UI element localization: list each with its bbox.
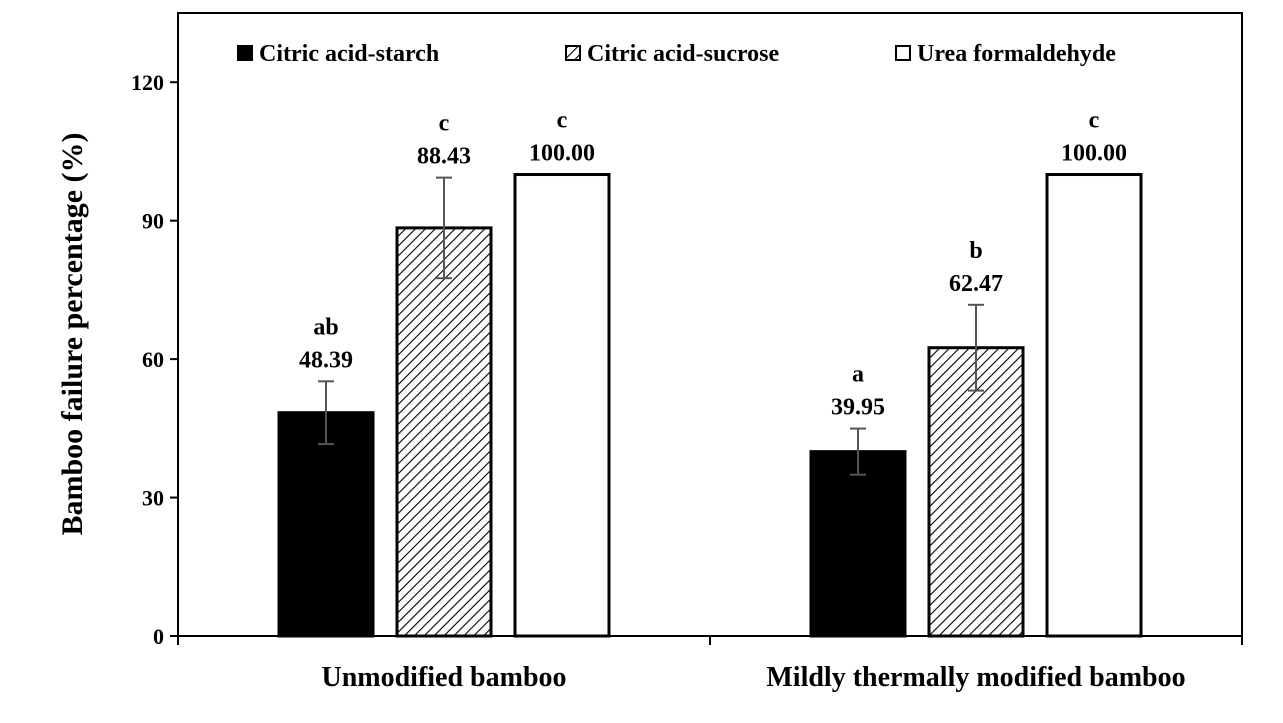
y-tick-label: 90 [142,209,164,234]
x-axis: Unmodified bamboo Mildly thermally modifi… [177,636,1243,693]
bar [513,173,611,638]
bar [277,411,375,638]
bars: 48.39 ab 39.95 a 88.43 c 62.47 b 100.00 c 100.00 c [277,108,1143,638]
data-label: 62.47 [949,271,1003,297]
bar [1045,173,1143,638]
significance-label: ab [313,314,338,340]
legend-swatch [895,45,911,61]
significance-label: c [1089,108,1100,134]
y-axis-title: Bamboo failure percentage (%) [56,133,89,536]
significance-label: b [969,238,982,264]
significance-label: c [557,108,568,134]
legend-swatch [237,45,253,61]
significance-label: c [439,111,450,137]
y-tick-label: 120 [131,70,164,95]
y-tick-label: 30 [142,486,164,511]
bar [395,226,493,638]
y-tick-label: 0 [153,624,164,649]
legend-label: Citric acid-sucrose [587,41,780,67]
data-label: 39.95 [831,395,885,421]
legend-swatch [565,45,581,61]
data-label: 100.00 [1061,141,1127,167]
category-label: Mildly thermally modified bamboo [766,662,1185,693]
category-label: Unmodified bamboo [321,662,566,693]
legend-label: Urea formaldehyde [917,41,1116,67]
y-axis: 0 30 60 90 120 [131,70,178,649]
y-tick-label: 60 [142,347,164,372]
bar [809,450,907,638]
significance-label: a [852,362,864,388]
data-label: 48.39 [299,347,353,373]
bar [927,346,1025,638]
data-label: 100.00 [529,141,595,167]
legend: Citric acid-starch Citric acid-sucrose Ure… [237,41,1116,67]
legend-label: Citric acid-starch [259,41,439,67]
data-label: 88.43 [417,144,471,170]
